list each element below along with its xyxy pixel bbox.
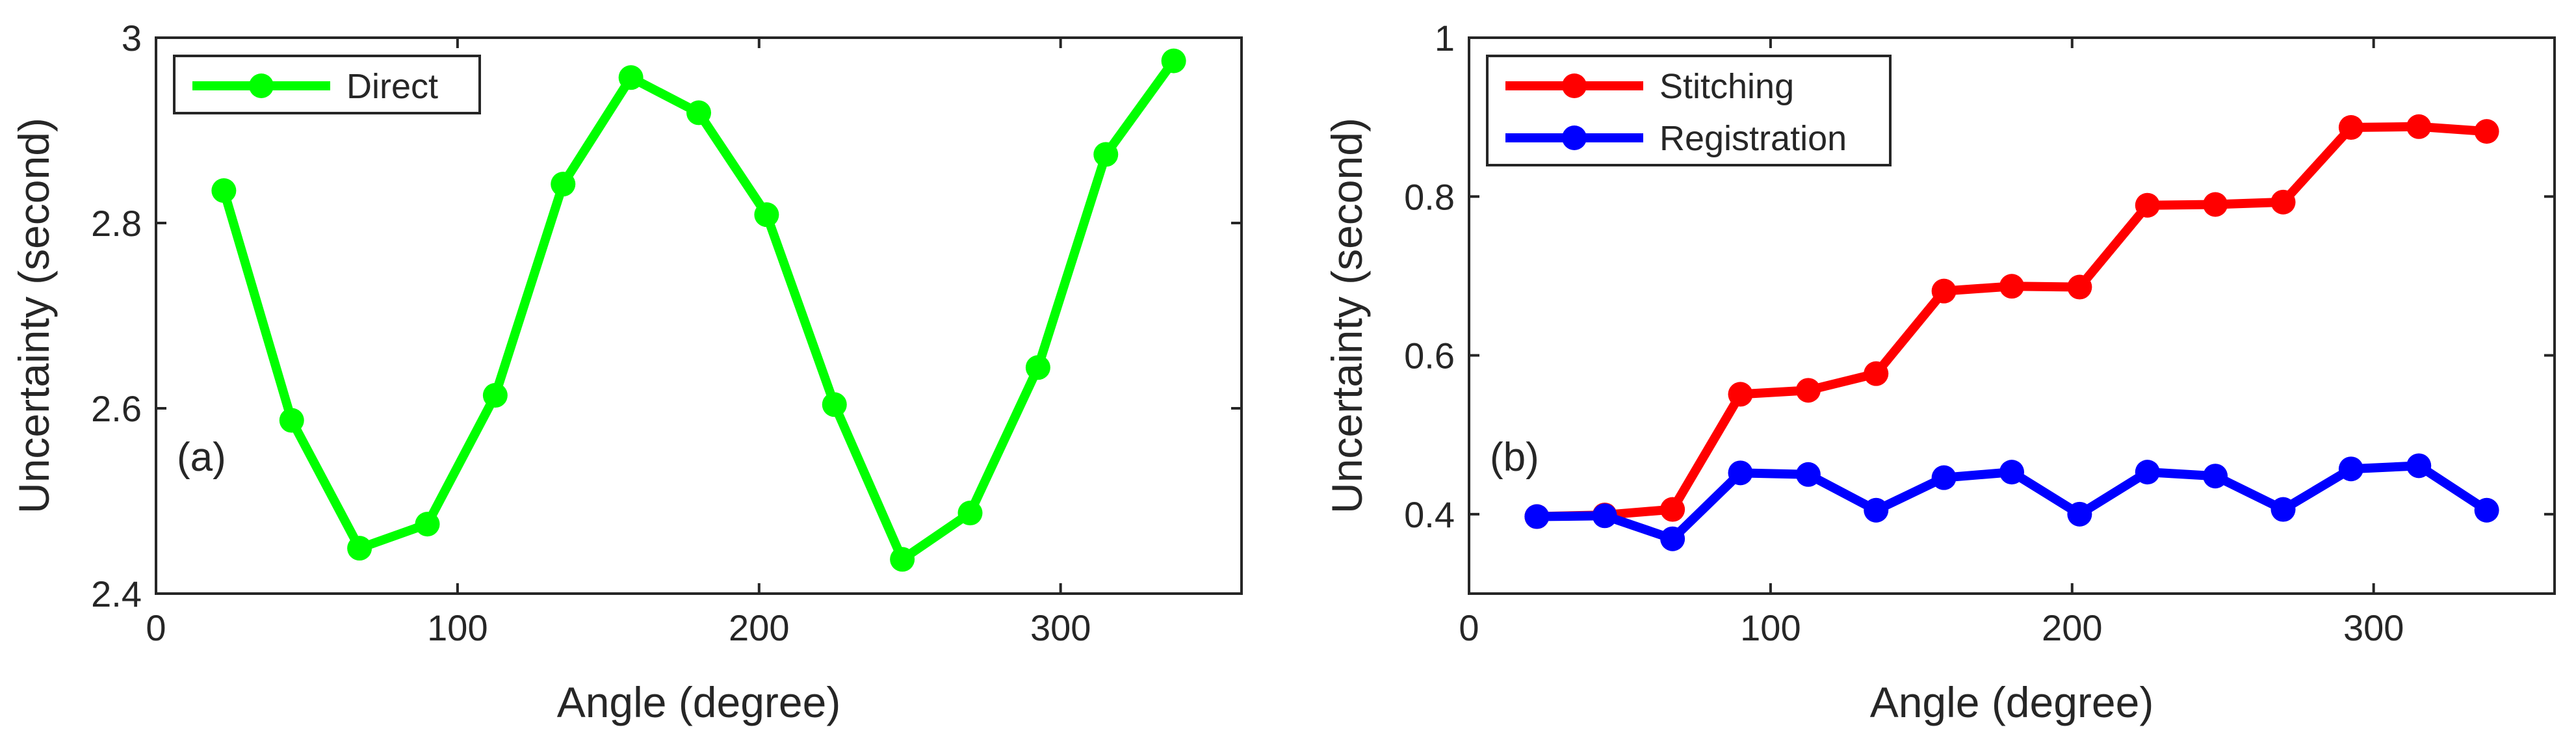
- x-axis-label: Angle (degree): [557, 678, 841, 726]
- data-point: [1728, 382, 1753, 407]
- data-point: [2338, 115, 2363, 140]
- series-direct: [211, 48, 1186, 572]
- data-point: [2203, 464, 2228, 489]
- data-point: [2338, 456, 2363, 482]
- y-tick-label: 0.4: [1404, 494, 1455, 535]
- data-point: [1999, 274, 2024, 299]
- data-point: [1795, 378, 1821, 403]
- y-tick-label: 0.8: [1404, 176, 1455, 217]
- data-point: [1864, 497, 1889, 523]
- y-tick-label: 2.6: [91, 388, 142, 429]
- legend-label: Stitching: [1659, 67, 1794, 106]
- data-point: [279, 408, 304, 433]
- x-tick-label: 0: [1459, 607, 1479, 648]
- data-point: [2406, 114, 2432, 139]
- data-point: [2203, 192, 2228, 217]
- chart-panel-a: Uncertainty (second) Angle (degree) 0 100…: [10, 18, 1243, 726]
- legend-item: Stitching: [1505, 67, 1794, 106]
- legend-item: Registration: [1505, 119, 1847, 158]
- data-point: [686, 100, 711, 125]
- series-line: [219, 56, 1178, 564]
- data-point: [2270, 497, 2296, 522]
- legend-marker: [249, 73, 274, 98]
- series-registration: [1524, 453, 2499, 551]
- data-point: [822, 392, 847, 417]
- chart-panel-b: Uncertainty (second) Angle (degree) 0 100…: [1323, 18, 2556, 726]
- data-point: [1660, 526, 1685, 551]
- data-point: [2135, 460, 2160, 485]
- x-tick-label: 0: [146, 607, 166, 648]
- y-tick-label: 1: [1435, 18, 1455, 59]
- legend-label: Registration: [1659, 119, 1847, 158]
- data-point: [482, 383, 508, 408]
- y-tick-label: 2.8: [91, 203, 142, 244]
- legend-marker: [1562, 125, 1587, 150]
- y-tick-label: 2.4: [91, 573, 142, 614]
- data-point: [2474, 119, 2499, 144]
- x-tick-label: 100: [427, 607, 488, 648]
- data-point: [618, 65, 644, 90]
- x-tick-label: 300: [2343, 607, 2404, 648]
- data-point: [1660, 497, 1685, 522]
- legend-label: Direct: [346, 67, 438, 106]
- data-point: [415, 512, 440, 537]
- y-tick-label: 3: [122, 18, 142, 59]
- data-point: [1524, 504, 1550, 529]
- panel-label: (a): [177, 435, 226, 480]
- legend-item: Direct: [192, 67, 438, 106]
- legend-marker: [1562, 73, 1587, 98]
- data-point: [754, 202, 779, 228]
- data-point: [957, 501, 983, 526]
- plot-area-frame: [155, 36, 1243, 595]
- data-point: [1931, 278, 1957, 304]
- x-tick-label: 200: [2042, 607, 2102, 648]
- data-point: [2474, 497, 2499, 523]
- axis-ticks: 0 100 200 300 0.4 0.6 0.8 1: [1404, 18, 2555, 648]
- series-line: [1532, 122, 2491, 521]
- y-axis-label: Uncertainty (second): [10, 118, 58, 514]
- data-point: [1999, 460, 2024, 485]
- plot-area-frame: [1468, 36, 2556, 595]
- data-point: [347, 536, 372, 561]
- series-layer: [211, 48, 1186, 572]
- data-point: [1728, 460, 1753, 486]
- panel-label: (b): [1490, 435, 1539, 480]
- x-tick-label: 300: [1030, 607, 1091, 648]
- data-point: [1161, 48, 1186, 73]
- data-point: [211, 178, 237, 204]
- data-point: [1093, 142, 1119, 167]
- data-point: [2135, 192, 2160, 218]
- data-point: [551, 172, 576, 197]
- legend: Direct: [173, 55, 481, 114]
- y-axis-label: Uncertainty (second): [1323, 118, 1371, 514]
- data-point: [1592, 503, 1617, 529]
- data-point: [1864, 361, 1889, 386]
- series-layer: [1524, 114, 2499, 551]
- x-axis-label: Angle (degree): [1870, 678, 2154, 726]
- legend: Stitching Registration: [1486, 55, 1892, 166]
- data-point: [1931, 465, 1957, 490]
- data-point: [2067, 274, 2092, 300]
- data-point: [1025, 355, 1050, 380]
- data-point: [1795, 462, 1821, 487]
- y-tick-label: 0.6: [1404, 335, 1455, 376]
- data-point: [890, 547, 915, 572]
- x-tick-label: 100: [1740, 607, 1801, 648]
- data-point: [2270, 189, 2296, 215]
- data-point: [2406, 453, 2432, 479]
- data-point: [2067, 501, 2092, 527]
- axis-ticks: 0 100 200 300 2.4 2.6 2.8 3: [91, 18, 1242, 648]
- legend-box: [1486, 55, 1892, 166]
- x-tick-label: 200: [729, 607, 789, 648]
